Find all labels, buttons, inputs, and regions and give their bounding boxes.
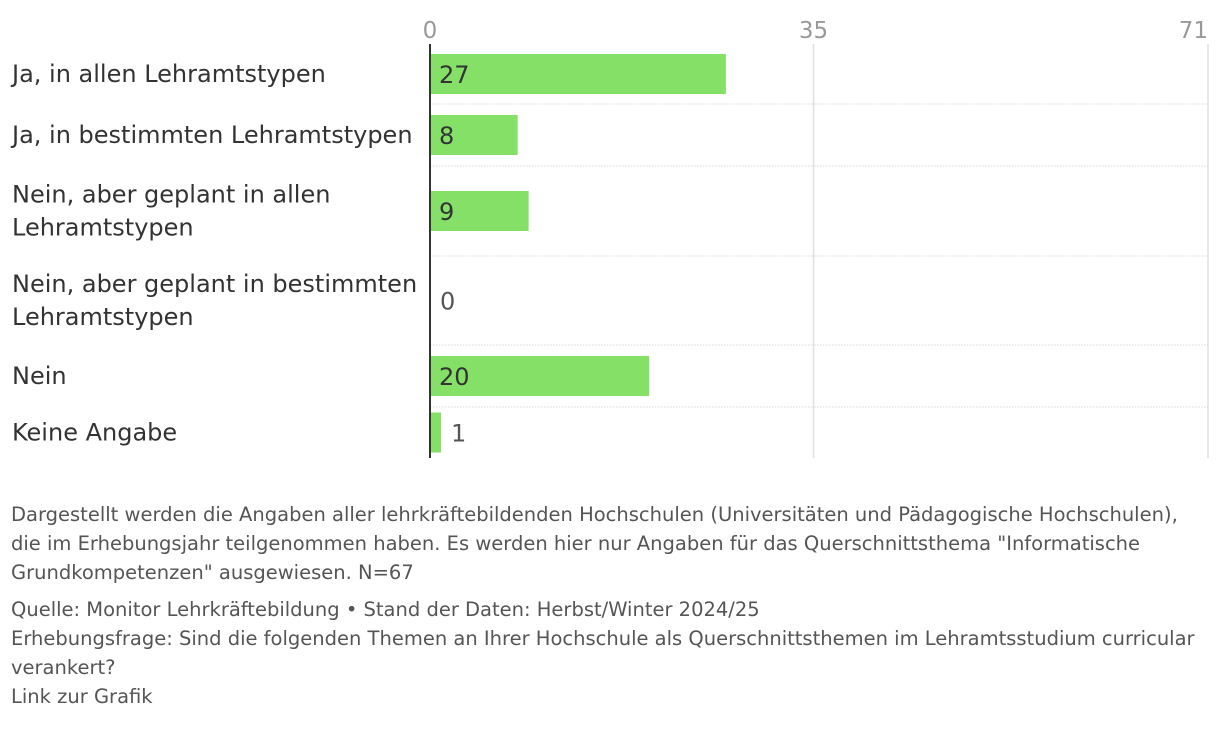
x-tick-label-35: 35 (799, 18, 828, 44)
category-label: Nein (12, 362, 67, 390)
category-label: Nein, aber geplant in bestimmten Lehramts… (12, 270, 417, 331)
category-labels: Ja, in allen Lehramtstypen Ja, in bestimm… (10, 60, 417, 447)
data-label: 0 (440, 288, 455, 316)
data-label: 20 (439, 363, 470, 391)
data-label: 9 (439, 198, 454, 226)
chart-link[interactable]: Link zur Grafik (11, 685, 153, 708)
bar (430, 54, 726, 94)
chart-notes: Dargestellt werden die Angaben aller leh… (11, 500, 1206, 711)
chart-source: Quelle: Monitor Lehrkräftebildung • Stan… (11, 598, 760, 621)
bar (430, 191, 529, 231)
bar-chart: 0 35 71 Ja, in allen Lehramtstypen Ja, in b… (10, 18, 1209, 458)
data-label: 27 (439, 61, 470, 89)
x-axis-ticks: 0 35 71 (423, 18, 1208, 44)
category-label: Nein, aber geplant in allen Lehramtstypen (12, 181, 330, 242)
x-tick-label-0: 0 (423, 18, 438, 44)
chart-description: Dargestellt werden die Angaben aller leh… (11, 503, 1178, 584)
bar (430, 356, 650, 396)
category-label: Keine Angabe (12, 419, 177, 447)
bar (430, 412, 441, 453)
category-label: Ja, in allen Lehramtstypen (10, 60, 326, 88)
data-label: 1 (451, 420, 466, 448)
data-label: 8 (439, 122, 454, 150)
category-label: Ja, in bestimmten Lehramtstypen (10, 121, 413, 149)
data-labels: 27 8 9 0 20 1 (439, 61, 470, 448)
survey-question: Erhebungsfrage: Sind die folgenden Theme… (11, 627, 1195, 679)
gridlines (430, 44, 1209, 458)
x-tick-label-71: 71 (1179, 18, 1208, 44)
bar (430, 115, 518, 155)
bars (430, 54, 726, 453)
